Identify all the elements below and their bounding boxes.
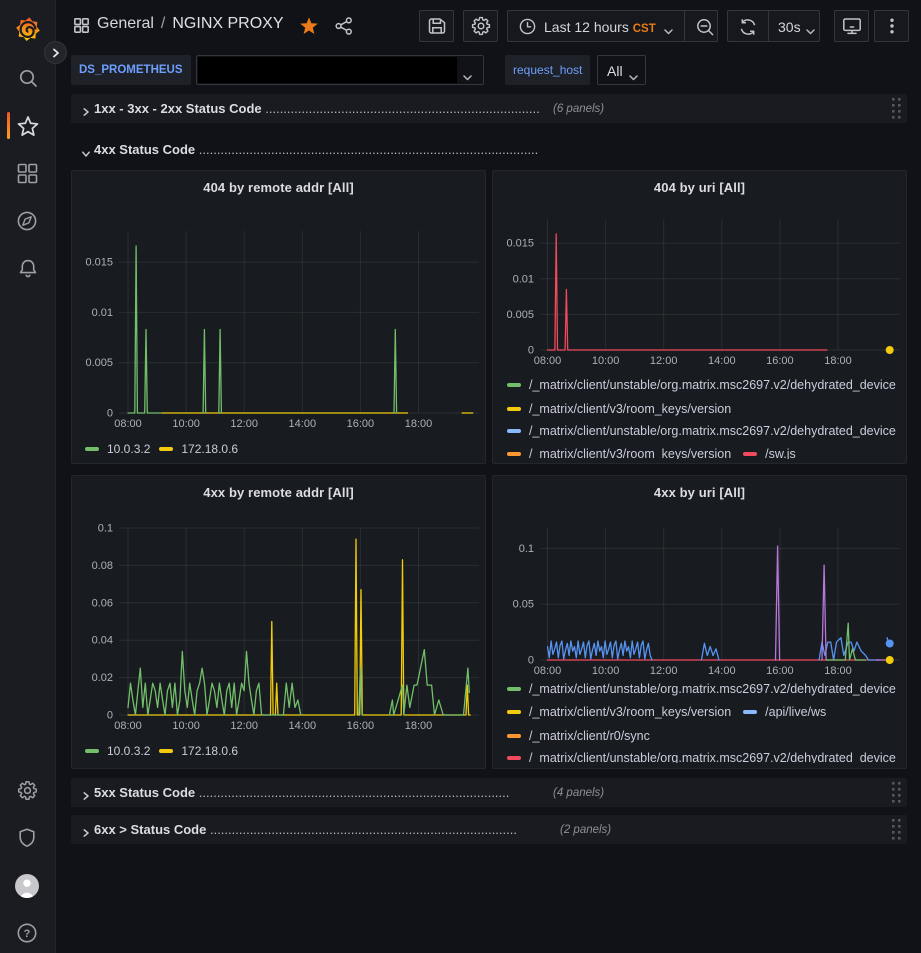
svg-text:0.1: 0.1 [98,523,113,535]
svg-text:14:00: 14:00 [289,418,317,430]
svg-text:10:00: 10:00 [592,665,620,677]
svg-text:10:00: 10:00 [172,720,200,732]
svg-text:08:00: 08:00 [534,665,562,677]
svg-text:0: 0 [107,408,113,420]
svg-text:16:00: 16:00 [766,665,794,677]
svg-text:0.015: 0.015 [506,238,534,250]
svg-text:0.01: 0.01 [92,307,113,319]
svg-text:0.08: 0.08 [92,560,113,572]
svg-text:14:00: 14:00 [289,720,317,732]
svg-text:14:00: 14:00 [708,355,736,367]
svg-text:0: 0 [528,345,534,357]
svg-text:08:00: 08:00 [114,418,142,430]
svg-text:0.005: 0.005 [506,309,534,321]
svg-text:0.1: 0.1 [519,543,534,555]
svg-text:18:00: 18:00 [824,665,852,677]
svg-text:0.05: 0.05 [513,599,534,611]
svg-text:12:00: 12:00 [230,720,258,732]
svg-text:0: 0 [107,710,113,722]
svg-text:14:00: 14:00 [708,665,736,677]
svg-text:18:00: 18:00 [824,355,852,367]
svg-text:0.01: 0.01 [513,273,534,285]
svg-text:10:00: 10:00 [592,355,620,367]
svg-text:0.04: 0.04 [92,635,113,647]
svg-text:12:00: 12:00 [650,665,678,677]
svg-text:0.015: 0.015 [85,257,113,269]
svg-text:08:00: 08:00 [114,720,142,732]
svg-text:08:00: 08:00 [534,355,562,367]
svg-text:0.06: 0.06 [92,597,113,609]
svg-text:16:00: 16:00 [766,355,794,367]
svg-text:18:00: 18:00 [405,720,433,732]
svg-text:0: 0 [528,655,534,667]
svg-text:?: ? [24,928,31,940]
svg-text:10:00: 10:00 [172,418,200,430]
svg-text:16:00: 16:00 [347,720,375,732]
svg-text:12:00: 12:00 [230,418,258,430]
svg-text:16:00: 16:00 [347,418,375,430]
svg-text:0.005: 0.005 [85,357,113,369]
svg-text:18:00: 18:00 [405,418,433,430]
svg-text:12:00: 12:00 [650,355,678,367]
svg-text:0.02: 0.02 [92,672,113,684]
